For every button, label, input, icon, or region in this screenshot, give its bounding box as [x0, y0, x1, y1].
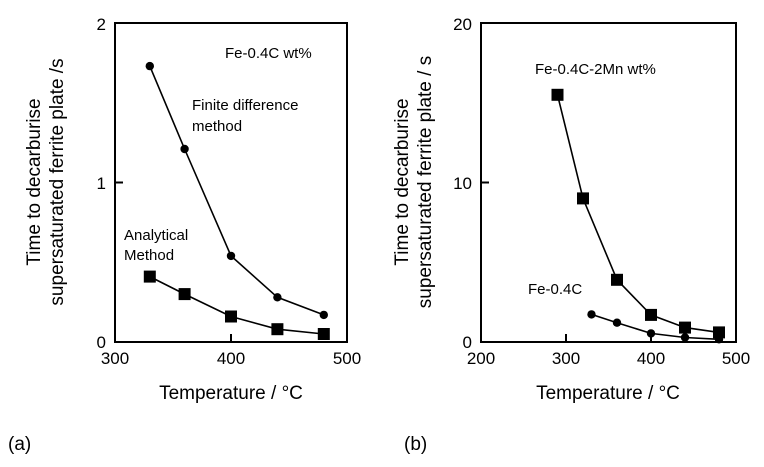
annotation-a-alloy: Fe-0.4C wt% — [225, 45, 312, 62]
panel-label-b: (b) — [404, 434, 427, 455]
data-point-b-1-0 — [587, 310, 596, 319]
x-tick-label-a-1: 400 — [217, 349, 245, 368]
data-point-b-0-1 — [577, 192, 589, 205]
y-axis-title-b-line2: supersaturated ferrite plate / s — [415, 56, 436, 308]
x-axis-title-a: Temperature / °C — [159, 383, 303, 404]
y-axis-title-a-line1: Time to decarburise — [24, 98, 45, 265]
data-point-a-0-2 — [226, 251, 236, 261]
data-point-b-1-1 — [612, 318, 622, 327]
data-point-b-0-3 — [645, 308, 657, 321]
data-point-b-0-5 — [713, 326, 725, 339]
annotation-a-an-line2: Method — [124, 247, 174, 264]
data-point-a-1-2 — [225, 310, 237, 323]
annotation-a-fd-line2: method — [192, 118, 242, 135]
y-axis-title-a-line2: supersaturated ferrite plate /s — [47, 58, 68, 305]
y-tick-label-a-1: 1 — [97, 174, 106, 193]
data-point-a-1-0 — [143, 270, 156, 283]
annotation-a-an-line1: Analytical — [124, 227, 188, 244]
annotation-a-fd-line1: Finite difference — [192, 97, 298, 114]
series-group-b — [551, 88, 725, 344]
data-point-a-1-3 — [271, 323, 284, 336]
data-point-a-0-3 — [273, 293, 282, 302]
data-point-b-0-0 — [551, 88, 564, 101]
data-point-b-1-3 — [680, 333, 690, 342]
panel-b: 0 10 20 200 300 400 500 Temperature / °C… — [392, 15, 750, 455]
x-tick-label-a-0: 300 — [101, 349, 129, 368]
data-point-a-0-4 — [319, 310, 328, 320]
data-point-b-0-2 — [611, 273, 623, 286]
x-axis-title-b: Temperature / °C — [536, 383, 680, 404]
panel-a: 0 1 2 300 400 500 Temperature / °C Time … — [8, 15, 361, 455]
data-point-a-0-0 — [145, 61, 154, 71]
y-tick-label-b-0: 0 — [463, 333, 472, 352]
series-group-a — [143, 61, 330, 340]
y-tick-label-b-2: 20 — [453, 15, 472, 34]
y-axis-title-b-line1: Time to decarburise — [392, 98, 413, 265]
y-tick-label-a-0: 0 — [97, 333, 106, 352]
data-point-a-1-1 — [178, 288, 191, 301]
x-tick-label-b-0: 200 — [467, 349, 495, 368]
annotation-b-fe-alloy: Fe-0.4C — [528, 281, 582, 298]
x-tick-label-b-1: 300 — [552, 349, 580, 368]
data-point-b-1-2 — [646, 329, 656, 338]
y-tick-label-a-2: 2 — [97, 15, 106, 34]
plot-frame-a — [114, 22, 348, 343]
data-point-b-0-4 — [679, 321, 691, 334]
annotation-b-mn-alloy: Fe-0.4C-2Mn wt% — [535, 61, 656, 78]
x-tick-label-a-2: 500 — [333, 349, 361, 368]
data-point-b-1-4 — [714, 335, 724, 344]
data-point-a-0-1 — [180, 144, 189, 154]
data-point-a-1-4 — [317, 328, 330, 340]
y-tick-label-b-1: 10 — [453, 174, 472, 193]
x-tick-label-b-3: 500 — [722, 349, 750, 368]
panel-label-a: (a) — [8, 434, 31, 455]
x-tick-label-b-2: 400 — [637, 349, 665, 368]
